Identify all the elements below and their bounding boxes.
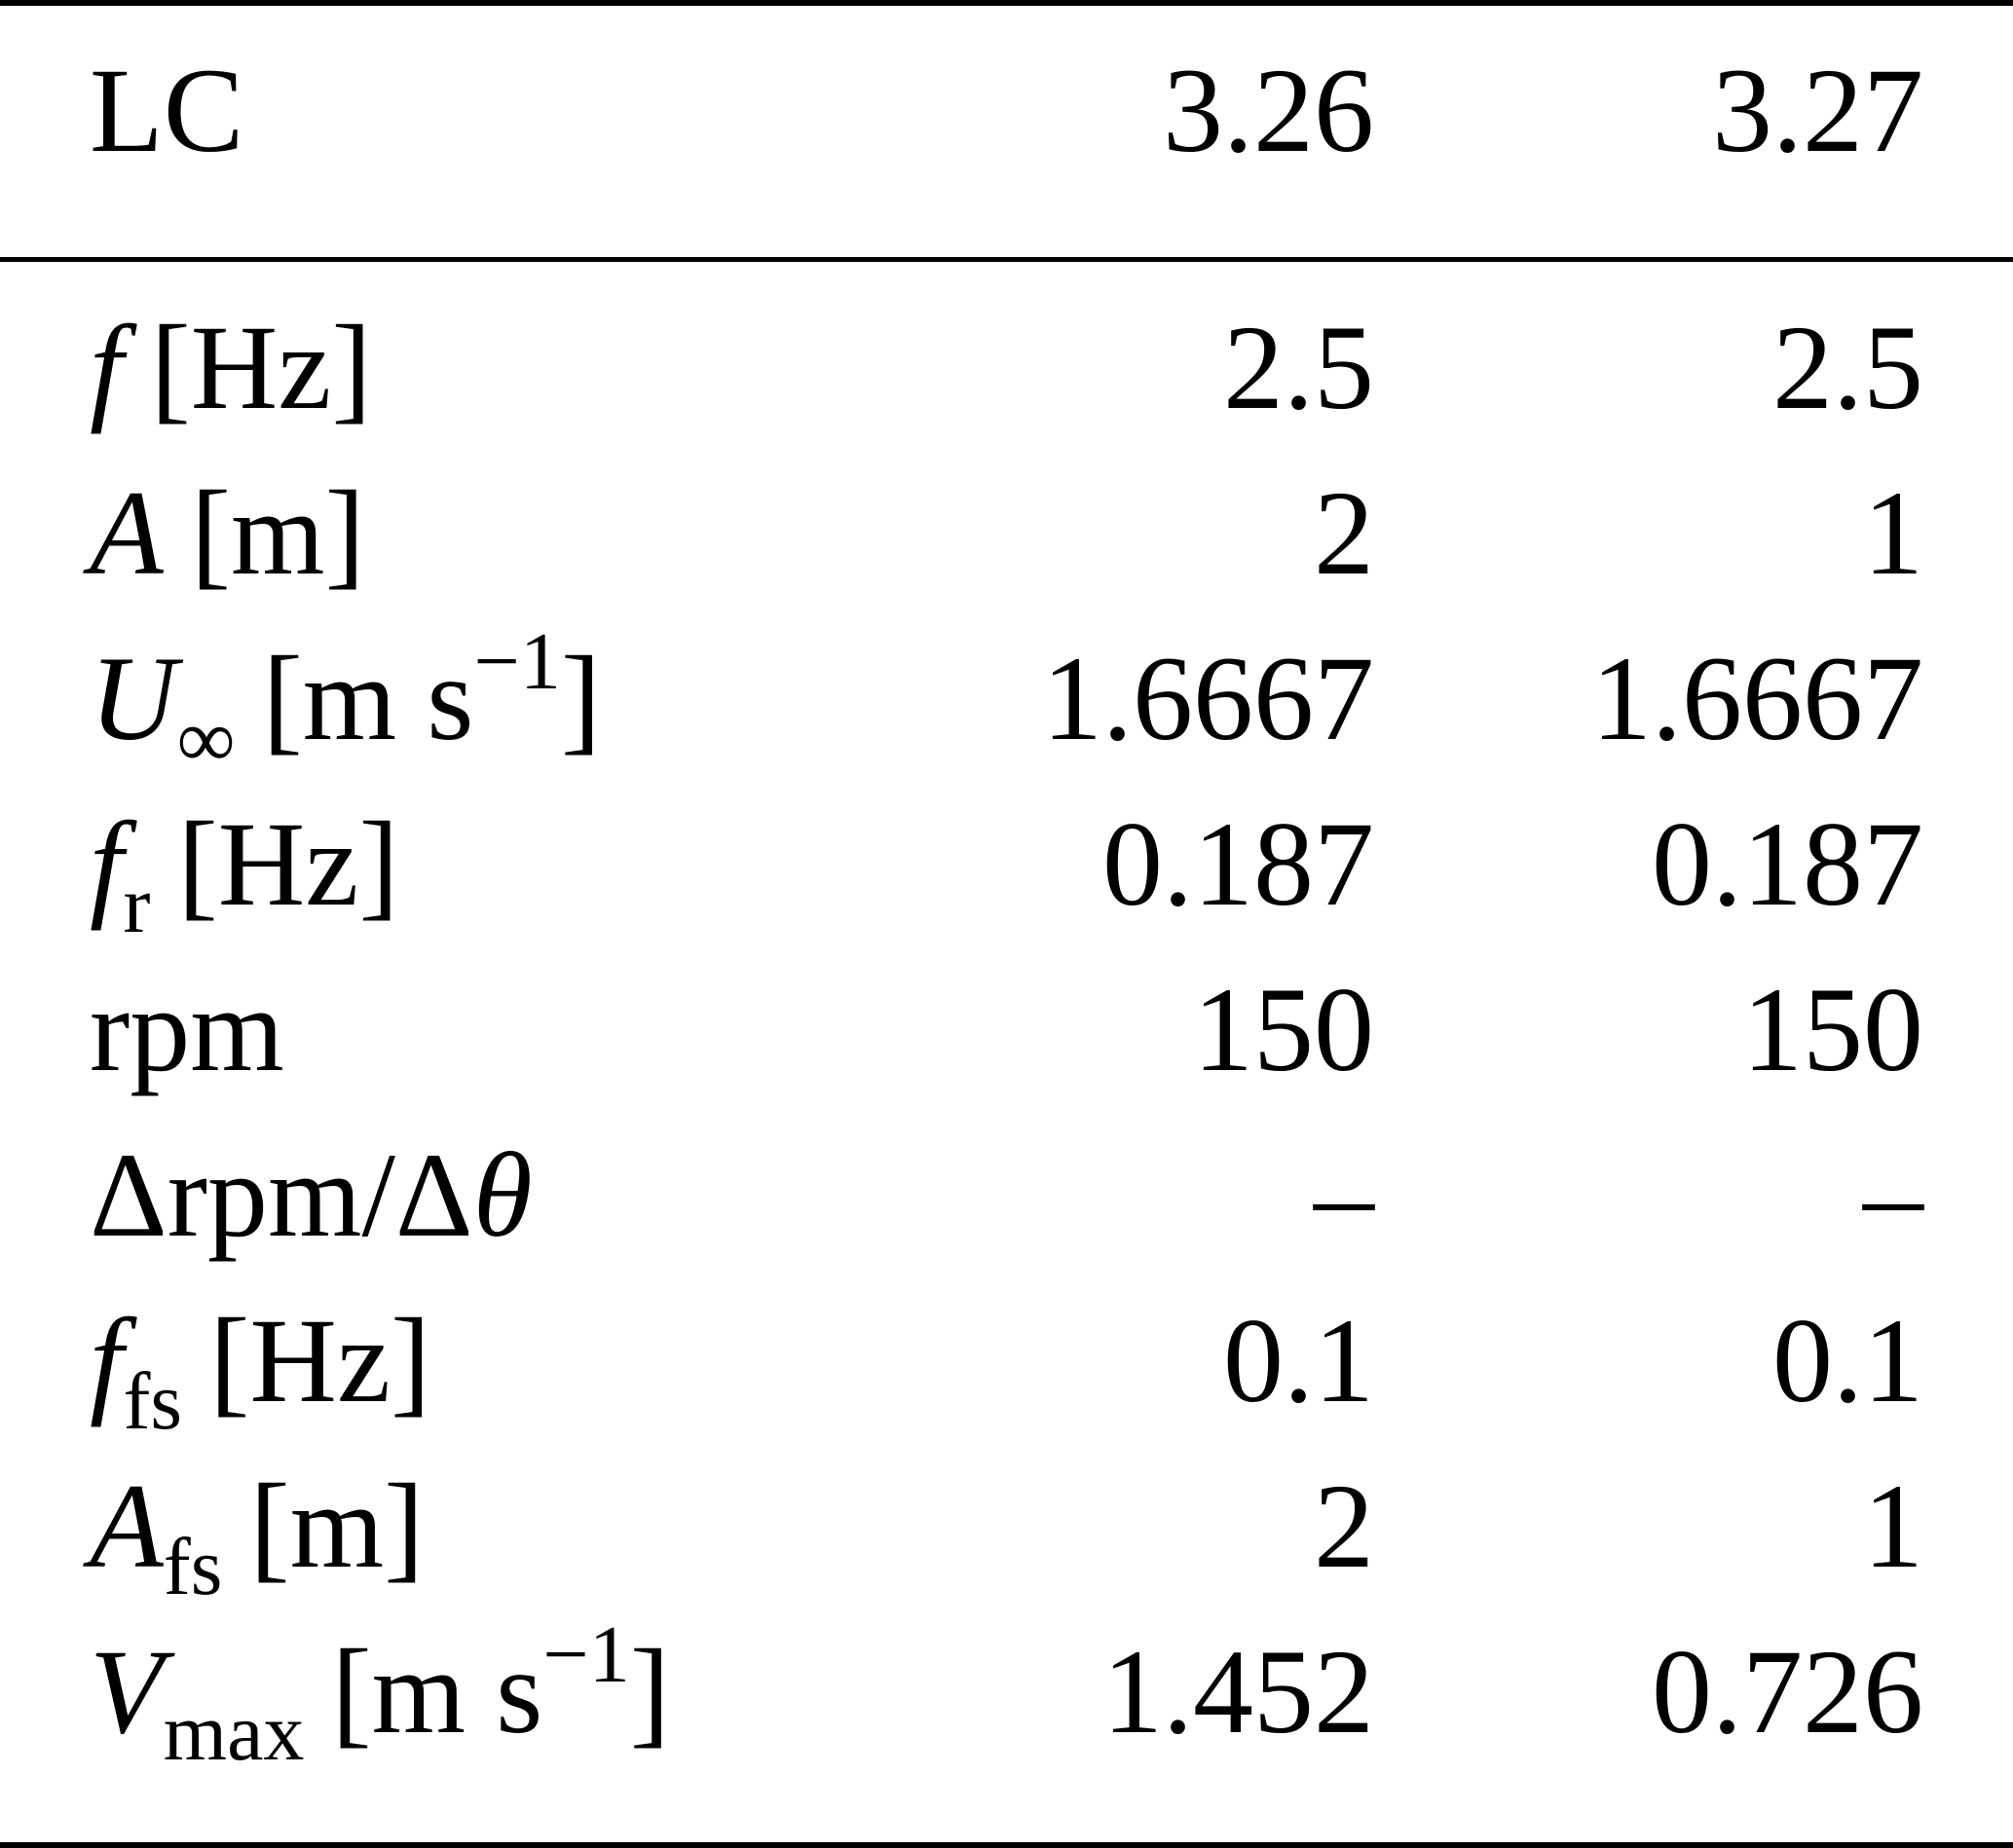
table-header-rule [0,257,2013,262]
row-unit: [m] [190,466,365,600]
row-unit-close: ] [560,632,602,765]
row-unit: [Hz] [209,1294,431,1427]
row-unit-base: [m s [262,632,474,765]
table-row-a-fs: Afs [m] 2 1 [0,1422,2013,1608]
header-col-1: 3.26 [1163,44,1374,177]
table-row-a: A [m] 2 1 [0,428,2013,594]
row-unit-exponent: −1 [473,616,561,707]
row-value-1: 1.452 [1102,1625,1374,1758]
row-value-2: 2.5 [1772,301,1923,434]
row-unit-close: ] [629,1625,671,1758]
row-value-1: 0.187 [1102,797,1374,931]
row-unit: [m] [249,1460,425,1593]
row-value-1: 2.5 [1223,301,1374,434]
row-unit-exponent: −1 [542,1609,630,1700]
row-value-1: 0.1 [1223,1294,1374,1427]
row-symbol: θ [472,1128,533,1262]
row-subscript: fs [123,1356,183,1447]
row-subscript: fs [163,1522,223,1612]
row-value-2: 0.726 [1652,1625,1923,1758]
table-row-f-r: fr [Hz] 0.187 0.187 [0,759,2013,946]
row-label: Δrpm/Δθ [90,1135,533,1256]
row-value-2: 1 [1863,466,1923,600]
row-value-2: 1 [1863,1460,1923,1593]
row-prefix: Δrpm/Δ [90,1128,473,1262]
row-label: Vmax [m s−1] [90,1614,670,1774]
row-label: U∞ [m s−1] [90,621,601,781]
header-label: LC [90,44,244,177]
row-subscript: max [163,1687,305,1778]
row-value-2: 0.1 [1772,1294,1923,1427]
row-value-2: 0.187 [1652,797,1923,931]
row-symbol: f [90,797,124,931]
row-label: ffs [Hz] [90,1301,430,1443]
row-unit: [Hz] [150,301,372,434]
table-bottom-rule [0,1842,2013,1848]
table-row-f-fs: ffs [Hz] 0.1 0.1 [0,1256,2013,1443]
row-unit: [m s−1] [331,1614,671,1758]
row-label: A [m] [90,473,365,594]
header-col-2: 3.27 [1712,44,1923,177]
row-value-1: 150 [1193,963,1374,1096]
row-value-2: 1.6667 [1591,632,1923,765]
table-row-u-inf: U∞ [m s−1] 1.6667 1.6667 [0,594,2013,781]
row-subscript: r [123,860,151,950]
row-subscript: ∞ [176,694,236,785]
row-symbol: f [90,301,124,434]
row-symbol: f [90,1294,124,1427]
row-value-1: – [1314,1128,1374,1262]
row-label: f [Hz] [90,308,372,428]
table-header-row: LC 3.26 3.27 [0,0,2013,171]
row-label: rpm [90,963,284,1096]
row-unit: [Hz] [177,797,399,931]
table-row-drpm-dtheta: Δrpm/Δθ – – [0,1090,2013,1256]
row-value-1: 2 [1314,1460,1374,1593]
row-value-2: 150 [1742,963,1923,1096]
row-value-1: 1.6667 [1042,632,1374,765]
row-label: fr [Hz] [90,804,399,946]
row-symbol: V [90,1625,164,1758]
row-unit-base: [m s [331,1625,543,1758]
table-top-rule [0,0,2013,6]
row-value-2: – [1863,1128,1923,1262]
row-symbol: A [90,1460,164,1593]
row-symbol: A [90,466,164,600]
row-label: Afs [m] [90,1466,424,1608]
table-row-f: f [Hz] 2.5 2.5 [0,263,2013,428]
row-unit: [m s−1] [262,621,602,765]
row-symbol: U [90,632,177,765]
row-value-1: 2 [1314,466,1374,600]
table-row-rpm: rpm 150 150 [0,925,2013,1090]
table-row-v-max: Vmax [m s−1] 1.452 0.726 [0,1587,2013,1774]
